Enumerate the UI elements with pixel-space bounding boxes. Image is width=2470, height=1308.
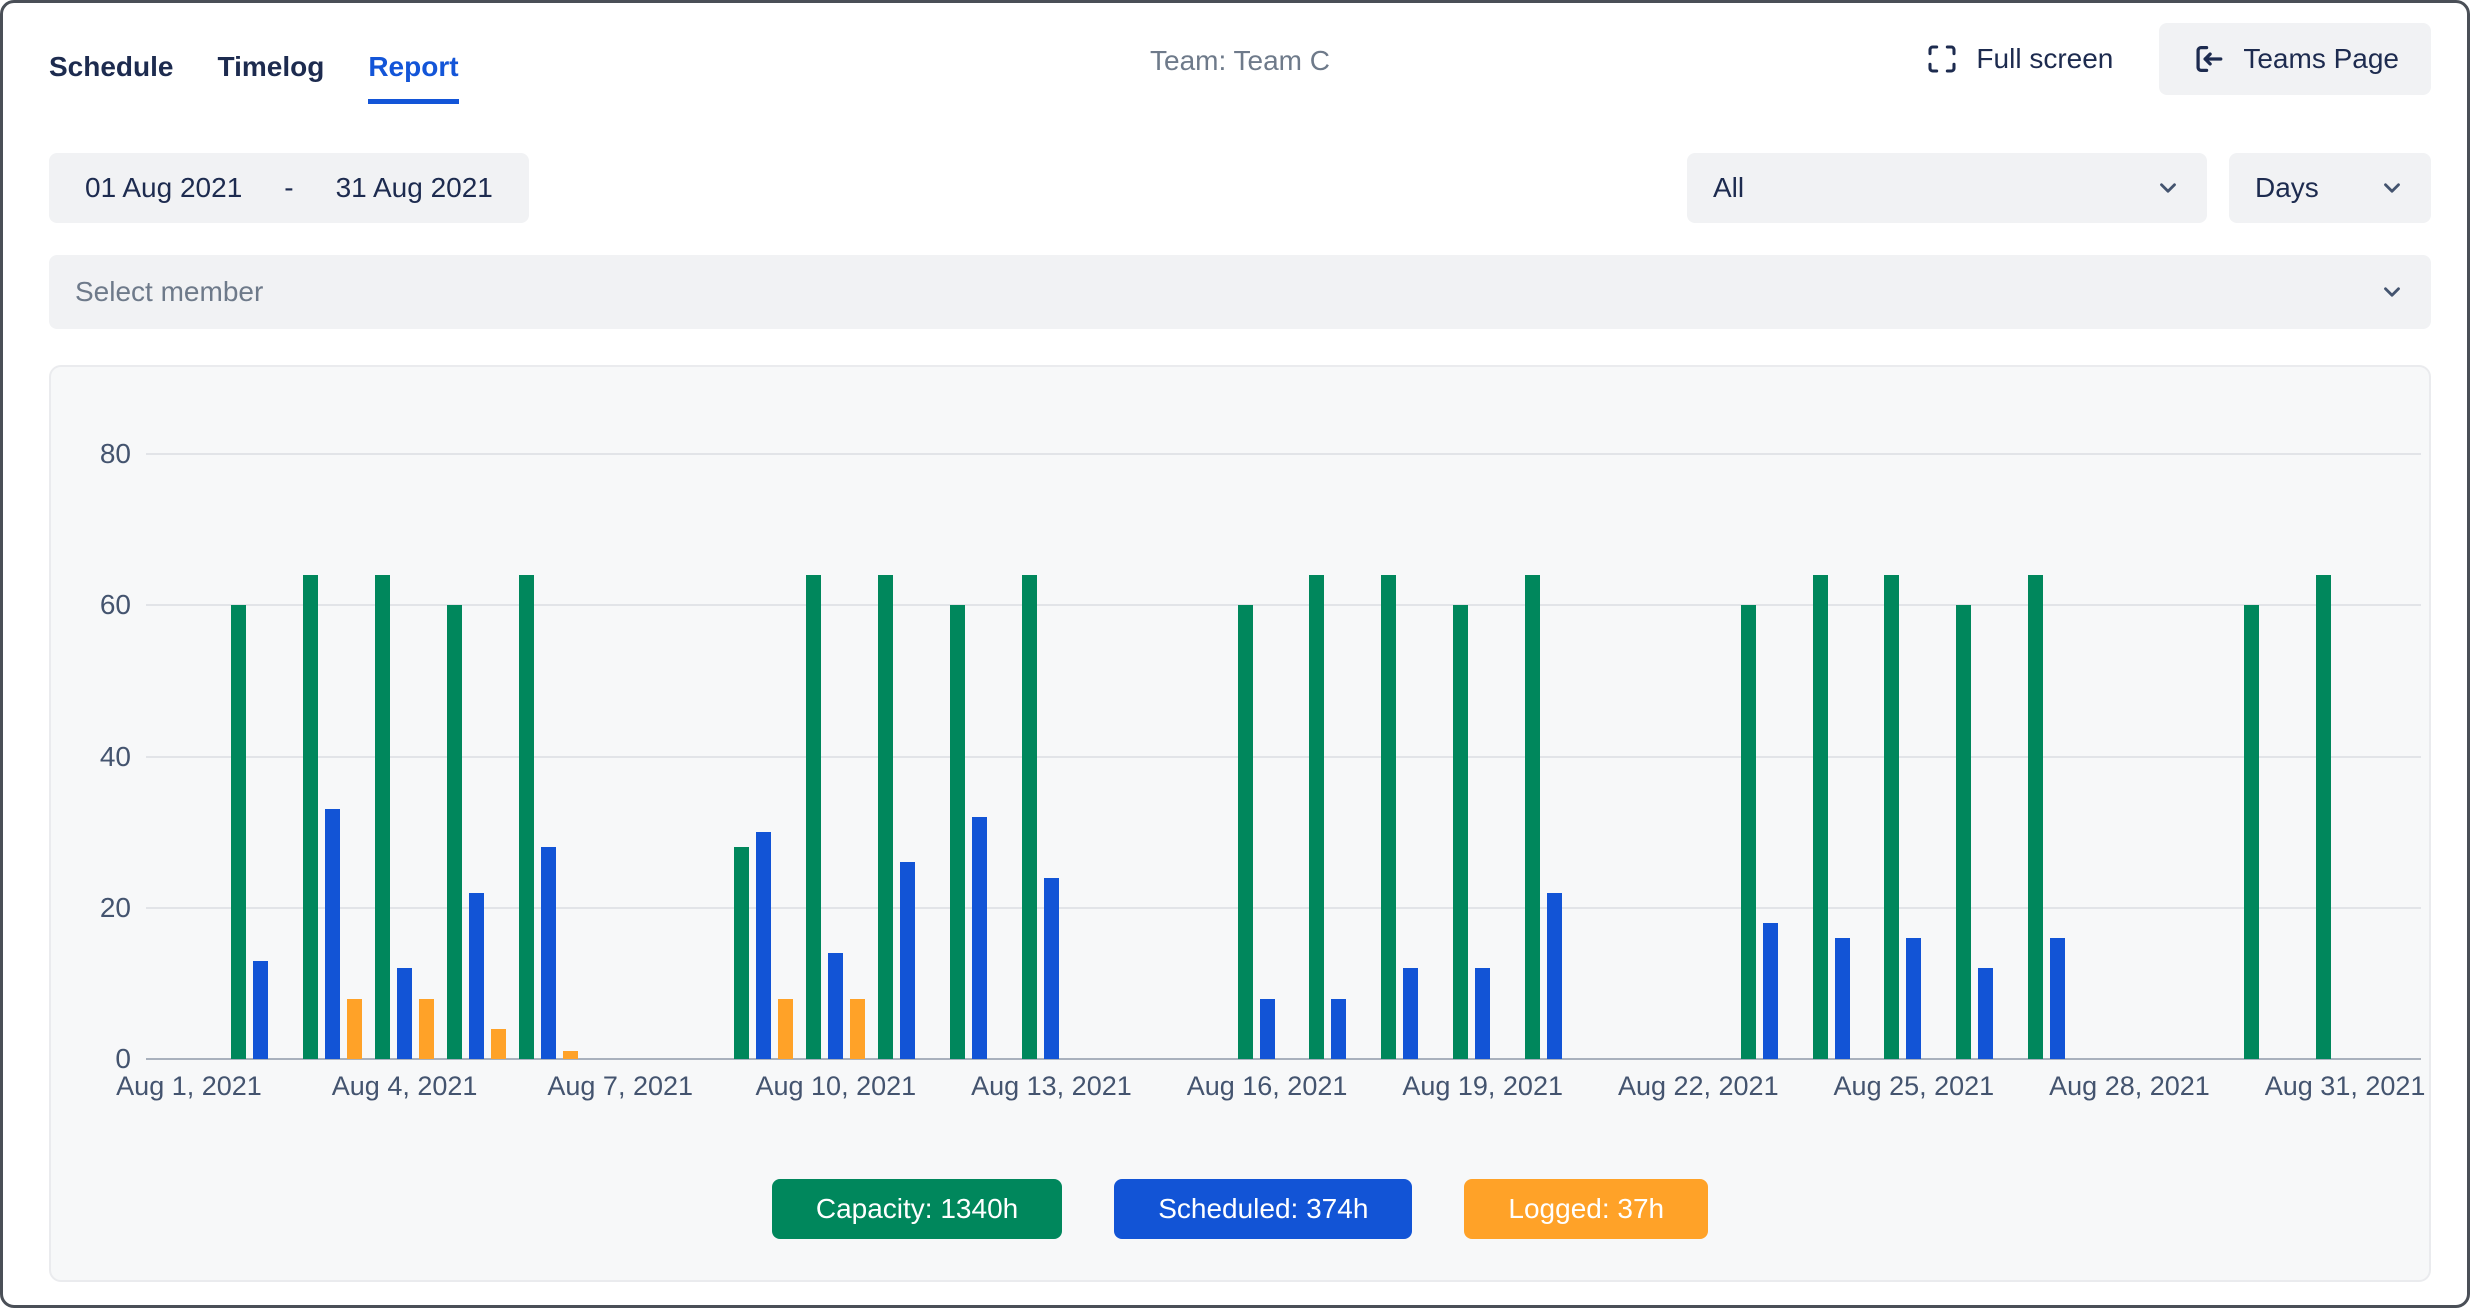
bar-capacity bbox=[806, 575, 821, 1059]
top-bar-actions: Full screen Teams Page bbox=[1926, 23, 2431, 95]
x-tick-label: Aug 19, 2021 bbox=[1373, 1071, 1593, 1102]
fullscreen-icon bbox=[1926, 43, 1958, 75]
bar-logged bbox=[347, 999, 362, 1060]
bar-capacity bbox=[1525, 575, 1540, 1059]
bar-capacity bbox=[231, 605, 246, 1059]
y-tick-label: 60 bbox=[51, 587, 131, 623]
bar-capacity bbox=[950, 605, 965, 1059]
bar-capacity bbox=[878, 575, 893, 1059]
bar-scheduled bbox=[1475, 968, 1490, 1059]
x-tick-label: Aug 1, 2021 bbox=[79, 1071, 299, 1102]
date-separator: - bbox=[284, 172, 293, 204]
bar-scheduled bbox=[1403, 968, 1418, 1059]
report-page: Schedule Timelog Report Team: Team C Ful… bbox=[0, 0, 2470, 1308]
plot-area: 020406080Aug 1, 2021Aug 4, 2021Aug 7, 20… bbox=[51, 367, 2429, 1280]
date-to: 31 Aug 2021 bbox=[336, 172, 493, 204]
x-tick-label: Aug 22, 2021 bbox=[1588, 1071, 1808, 1102]
bar-scheduled bbox=[1331, 999, 1346, 1060]
y-tick-label: 80 bbox=[51, 436, 131, 472]
bar-capacity bbox=[1022, 575, 1037, 1059]
member-select-placeholder: Select member bbox=[75, 276, 263, 308]
bar-scheduled bbox=[1906, 938, 1921, 1059]
x-axis-line bbox=[146, 1058, 2421, 1060]
bar-scheduled bbox=[756, 832, 771, 1059]
bar-scheduled bbox=[828, 953, 843, 1059]
member-filter-row: Select member bbox=[49, 255, 2431, 329]
filter-row: 01 Aug 2021 - 31 Aug 2021 All Days bbox=[49, 153, 2431, 223]
bar-scheduled bbox=[541, 847, 556, 1059]
legend-scheduled: Scheduled: 374h bbox=[1114, 1179, 1412, 1239]
chart-legend: Capacity: 1340h Scheduled: 374h Logged: … bbox=[51, 1179, 2429, 1239]
teams-page-label: Teams Page bbox=[2243, 43, 2399, 75]
gridline bbox=[146, 907, 2421, 909]
date-range-picker[interactable]: 01 Aug 2021 - 31 Aug 2021 bbox=[49, 153, 529, 223]
chevron-down-icon bbox=[2379, 175, 2405, 201]
bar-scheduled bbox=[469, 893, 484, 1059]
bar-capacity bbox=[1813, 575, 1828, 1059]
gridline bbox=[146, 604, 2421, 606]
bar-capacity bbox=[1884, 575, 1899, 1059]
bar-capacity bbox=[2316, 575, 2331, 1059]
bar-capacity bbox=[1741, 605, 1756, 1059]
bar-capacity bbox=[519, 575, 534, 1059]
legend-capacity: Capacity: 1340h bbox=[772, 1179, 1062, 1239]
teams-page-button[interactable]: Teams Page bbox=[2159, 23, 2431, 95]
chevron-down-icon bbox=[2379, 279, 2405, 305]
bar-scheduled bbox=[1763, 923, 1778, 1059]
bar-scheduled bbox=[972, 817, 987, 1059]
scope-select-value: All bbox=[1713, 172, 1744, 204]
bar-scheduled bbox=[1260, 999, 1275, 1060]
bar-scheduled bbox=[253, 961, 268, 1059]
y-tick-label: 20 bbox=[51, 890, 131, 926]
fullscreen-button[interactable]: Full screen bbox=[1926, 43, 2113, 75]
date-from: 01 Aug 2021 bbox=[85, 172, 242, 204]
bar-logged bbox=[491, 1029, 506, 1059]
x-tick-label: Aug 4, 2021 bbox=[295, 1071, 515, 1102]
report-chart-panel: 020406080Aug 1, 2021Aug 4, 2021Aug 7, 20… bbox=[49, 365, 2431, 1282]
bar-scheduled bbox=[397, 968, 412, 1059]
scope-select[interactable]: All bbox=[1687, 153, 2207, 223]
bar-capacity bbox=[447, 605, 462, 1059]
gridline bbox=[146, 453, 2421, 455]
x-tick-label: Aug 28, 2021 bbox=[2019, 1071, 2239, 1102]
bar-capacity bbox=[303, 575, 318, 1059]
x-tick-label: Aug 10, 2021 bbox=[726, 1071, 946, 1102]
exit-to-teams-icon bbox=[2191, 42, 2225, 76]
top-bar: Schedule Timelog Report Team: Team C Ful… bbox=[49, 3, 2431, 153]
bar-scheduled bbox=[900, 862, 915, 1059]
x-tick-label: Aug 25, 2021 bbox=[1804, 1071, 2024, 1102]
x-tick-label: Aug 13, 2021 bbox=[941, 1071, 1161, 1102]
y-tick-label: 40 bbox=[51, 739, 131, 775]
bar-scheduled bbox=[1978, 968, 1993, 1059]
bar-capacity bbox=[1238, 605, 1253, 1059]
bar-logged bbox=[850, 999, 865, 1060]
bar-scheduled bbox=[1044, 878, 1059, 1060]
bar-capacity bbox=[1453, 605, 1468, 1059]
bar-logged bbox=[778, 999, 793, 1060]
granularity-select-value: Days bbox=[2255, 172, 2319, 204]
bar-logged bbox=[563, 1051, 578, 1059]
chevron-down-icon bbox=[2155, 175, 2181, 201]
x-tick-label: Aug 16, 2021 bbox=[1157, 1071, 1377, 1102]
bar-capacity bbox=[2244, 605, 2259, 1059]
bar-scheduled bbox=[1547, 893, 1562, 1059]
bar-capacity bbox=[1309, 575, 1324, 1059]
bar-scheduled bbox=[325, 809, 340, 1059]
bar-capacity bbox=[2028, 575, 2043, 1059]
gridline bbox=[146, 756, 2421, 758]
bar-capacity bbox=[375, 575, 390, 1059]
legend-logged: Logged: 37h bbox=[1464, 1179, 1708, 1239]
bar-logged bbox=[419, 999, 434, 1060]
fullscreen-label: Full screen bbox=[1976, 43, 2113, 75]
granularity-select[interactable]: Days bbox=[2229, 153, 2431, 223]
bar-scheduled bbox=[1835, 938, 1850, 1059]
x-tick-label: Aug 31, 2021 bbox=[2235, 1071, 2455, 1102]
member-select[interactable]: Select member bbox=[49, 255, 2431, 329]
bar-scheduled bbox=[2050, 938, 2065, 1059]
bar-capacity bbox=[1381, 575, 1396, 1059]
x-tick-label: Aug 7, 2021 bbox=[510, 1071, 730, 1102]
bar-capacity bbox=[734, 847, 749, 1059]
bar-capacity bbox=[1956, 605, 1971, 1059]
